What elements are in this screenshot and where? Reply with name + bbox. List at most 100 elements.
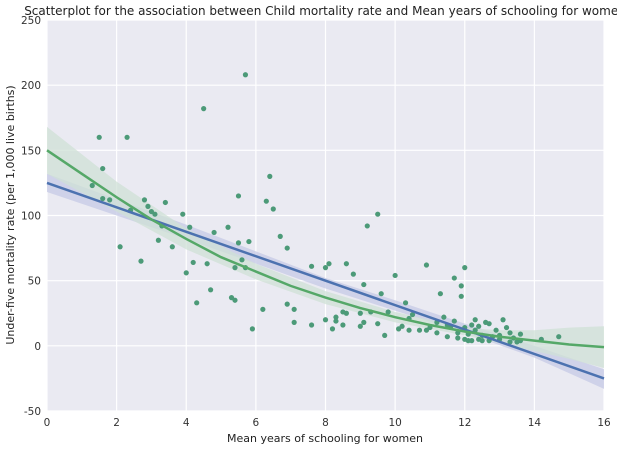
data-point <box>340 322 346 328</box>
data-point <box>260 306 266 312</box>
fit-lines <box>46 149 605 380</box>
data-point <box>556 334 562 340</box>
data-point <box>507 339 513 345</box>
data-point <box>291 306 297 312</box>
data-point <box>517 331 524 337</box>
data-point <box>141 197 148 203</box>
data-point <box>322 265 329 271</box>
data-point <box>444 334 450 340</box>
chart-title: Scatterplot for the association between … <box>24 4 617 18</box>
data-point <box>246 238 252 245</box>
data-point <box>486 321 492 327</box>
data-point <box>385 309 391 315</box>
y-tick-label: 100 <box>21 211 41 223</box>
linear-fit-line <box>46 181 605 380</box>
data-point <box>308 322 315 328</box>
data-point <box>343 310 349 316</box>
data-point <box>378 291 384 297</box>
data-point <box>402 300 409 306</box>
data-point <box>465 338 471 344</box>
data-point <box>416 327 423 333</box>
data-point <box>409 311 416 318</box>
quadratic-fit-confidence-band <box>47 126 604 368</box>
y-axis-title: Under-five mortality rate (per 1,000 liv… <box>4 85 17 344</box>
data-point <box>326 261 332 267</box>
x-tick-label: 8 <box>322 417 329 429</box>
data-point <box>458 283 464 289</box>
data-point <box>455 335 461 341</box>
data-point <box>277 233 283 239</box>
data-point <box>155 237 161 243</box>
data-point <box>152 211 158 217</box>
data-point <box>375 321 381 327</box>
data-point <box>232 297 238 303</box>
data-point <box>169 244 175 250</box>
data-point <box>270 206 276 212</box>
data-point <box>423 262 430 268</box>
data-point <box>308 263 315 269</box>
data-point <box>204 261 210 267</box>
data-point <box>180 211 186 217</box>
data-point <box>507 330 513 336</box>
data-point <box>211 229 217 236</box>
data-point <box>138 258 144 264</box>
data-point <box>242 72 249 78</box>
data-point <box>145 203 151 209</box>
data-point <box>107 197 113 203</box>
data-point <box>267 173 273 179</box>
x-tick-label: 0 <box>44 417 51 429</box>
data-point <box>232 265 238 271</box>
x-tick-label: 4 <box>183 417 190 429</box>
data-point <box>361 281 367 288</box>
data-point <box>284 245 290 251</box>
data-point <box>124 134 130 140</box>
data-point <box>493 327 499 333</box>
data-point <box>441 314 447 320</box>
data-point <box>201 106 207 112</box>
data-point <box>476 323 482 329</box>
quadratic-fit-line <box>46 149 605 349</box>
data-point <box>329 326 336 332</box>
data-point <box>96 134 102 140</box>
data-point <box>291 319 297 325</box>
data-point <box>225 224 231 230</box>
data-point <box>364 223 370 229</box>
data-point <box>361 319 367 325</box>
data-point <box>406 327 412 333</box>
x-tick-label: 2 <box>113 417 120 429</box>
y-tick-label: 150 <box>21 145 41 157</box>
data-point <box>235 193 242 199</box>
data-point <box>375 211 381 217</box>
data-point <box>434 330 440 336</box>
data-point <box>183 270 189 276</box>
data-point <box>500 317 506 323</box>
data-point <box>343 261 349 267</box>
data-point <box>357 323 363 329</box>
data-point <box>472 317 478 323</box>
data-point <box>194 300 200 306</box>
data-point <box>451 275 457 281</box>
data-point <box>357 310 363 316</box>
x-tick-label: 10 <box>388 417 401 429</box>
data-point <box>208 287 214 293</box>
data-point <box>333 318 339 324</box>
y-axis-ticks: -50 0 50 100 150 200 250 <box>21 15 41 418</box>
data-point <box>322 317 329 323</box>
data-point <box>396 326 402 332</box>
data-point <box>162 199 168 206</box>
x-axis-title: Mean years of schooling for women <box>227 432 423 445</box>
data-point <box>479 338 485 344</box>
data-point <box>235 240 242 246</box>
data-point <box>100 195 106 202</box>
data-point <box>284 301 290 307</box>
x-tick-label: 6 <box>253 417 260 429</box>
data-points <box>89 72 562 345</box>
data-point <box>187 224 193 230</box>
x-tick-label: 16 <box>597 417 611 429</box>
data-point <box>239 257 245 263</box>
data-point <box>263 198 269 204</box>
y-tick-label: 50 <box>28 276 41 288</box>
data-point <box>458 293 464 299</box>
data-point <box>350 271 356 277</box>
